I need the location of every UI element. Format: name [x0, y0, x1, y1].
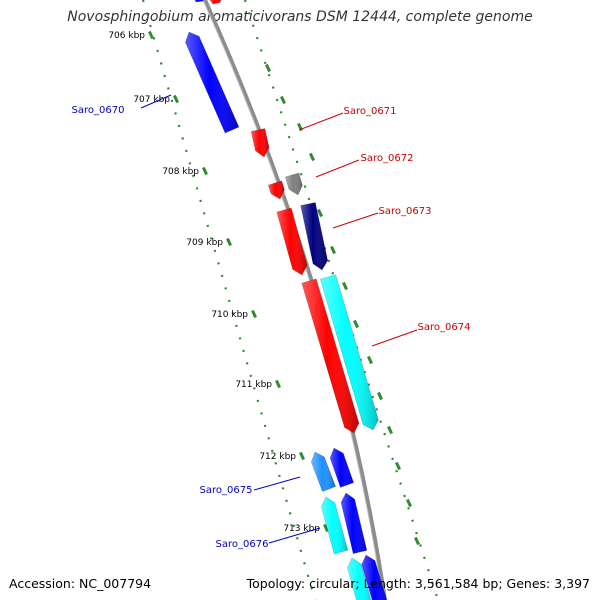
gene-label-saro-0675[interactable]: Saro_0675 — [200, 476, 301, 496]
outer-tick-mark — [309, 152, 315, 162]
axis-tick: 710 kbp — [211, 309, 257, 320]
outer-tick-mark — [353, 319, 359, 329]
tick-label: 711 kbp — [235, 380, 272, 390]
gene-label-text: Saro_0671 — [344, 106, 397, 117]
axis-tick: 711 kbp — [235, 379, 281, 390]
gene-label-saro-0671[interactable]: Saro_0671 — [298, 106, 397, 131]
gene-callout-line — [315, 159, 360, 178]
gene-label-text: Saro_0674 — [418, 322, 471, 333]
gene-label-text: Saro_0673 — [379, 206, 432, 217]
outer-tick-mark — [414, 536, 420, 546]
outer-tick-mark — [387, 425, 393, 435]
axis-tick: 706 kbp — [108, 30, 154, 41]
gene-label-text: Saro_0675 — [200, 485, 253, 496]
axis-ticks: 706 kbp 707 kbp 708 kbp 709 kbp 710 kbp 711 k… — [108, 30, 420, 546]
outer-tick-mark — [406, 498, 412, 508]
gene-arrow-saro-0676[interactable] — [321, 496, 349, 555]
gene-callout-line — [298, 112, 344, 131]
gene-label-saro-0674[interactable]: Saro_0674 — [371, 322, 471, 347]
accession-text: Accession: NC_007794 — [9, 576, 152, 591]
topology-stats-text: Topology: circular; Length: 3,561,584 bp… — [246, 576, 590, 591]
gene-arrow-saro-0670[interactable] — [185, 31, 240, 134]
tick-label: 709 kbp — [186, 238, 223, 248]
tick-label: 708 kbp — [162, 167, 199, 177]
gene-callout-line — [253, 476, 301, 491]
gene-arrow-unlabeled[interactable] — [267, 180, 285, 200]
gene-callout-line — [332, 212, 379, 229]
tick-label: 710 kbp — [211, 310, 248, 320]
axis-tick: 707 kbp — [133, 94, 179, 105]
axis-tick: 708 kbp — [162, 166, 208, 177]
axis-tick: 709 kbp — [186, 237, 232, 248]
gene-callout-line — [268, 527, 321, 544]
gene-arrow-saro-0672[interactable] — [284, 172, 303, 196]
gene-label-saro-0676[interactable]: Saro_0676 — [216, 527, 321, 550]
gene-arrow-unlabeled[interactable] — [301, 278, 360, 434]
gene-label-text: Saro_0670 — [72, 105, 125, 116]
gene-arrow-unlabeled[interactable] — [276, 207, 308, 276]
genome-backbone — [203, 0, 387, 600]
gene-arrow-saro-0675[interactable] — [310, 451, 336, 492]
outer-tick-mark — [342, 281, 348, 291]
inner-dotted-ring — [141, 0, 317, 600]
outer-dotted-ring — [243, 0, 440, 600]
tick-label: 712 kbp — [259, 452, 296, 462]
genome-title: Novosphingobium aromaticivorans DSM 1244… — [67, 9, 533, 25]
gene-arrow-partial[interactable] — [209, 0, 222, 5]
tick-label: 713 kbp — [283, 524, 320, 534]
gene-features — [185, 0, 390, 600]
gene-labels: Saro_0670 Saro_0671 Saro_0672 Saro_0673 Saro… — [72, 94, 471, 550]
gene-arrow-partial[interactable] — [347, 557, 373, 600]
outer-tick-mark — [367, 355, 373, 365]
outer-tick-mark — [395, 461, 401, 471]
tick-label: 706 kbp — [108, 31, 145, 41]
gene-label-saro-0673[interactable]: Saro_0673 — [332, 206, 432, 229]
tick-label: 707 kbp — [133, 95, 170, 105]
axis-tick: 713 kbp — [283, 523, 329, 534]
gene-arrow-unlabeled[interactable] — [329, 447, 354, 488]
gene-arrow-saro-0674[interactable] — [319, 274, 379, 431]
gene-arrow-saro-0673[interactable] — [300, 202, 328, 271]
gene-arrow-partial[interactable] — [192, 0, 205, 3]
outer-tick-mark — [280, 95, 286, 105]
gene-arrow-partial[interactable] — [361, 554, 390, 600]
axis-tick: 712 kbp — [259, 451, 305, 462]
gene-callout-line — [371, 329, 418, 347]
outer-tick-mark — [377, 391, 383, 401]
gene-label-text: Saro_0676 — [216, 539, 269, 550]
gene-label-saro-0670[interactable]: Saro_0670 — [72, 94, 172, 116]
gene-label-text: Saro_0672 — [361, 153, 414, 164]
outer-tick-mark — [265, 63, 271, 73]
outer-tick-mark — [317, 208, 323, 218]
gene-callout-line — [140, 94, 172, 109]
gene-arrow-unlabeled[interactable] — [340, 492, 368, 554]
outer-tick-mark — [330, 245, 336, 255]
gene-label-saro-0672[interactable]: Saro_0672 — [315, 153, 414, 178]
gene-arrow-saro-0671[interactable] — [250, 128, 270, 158]
